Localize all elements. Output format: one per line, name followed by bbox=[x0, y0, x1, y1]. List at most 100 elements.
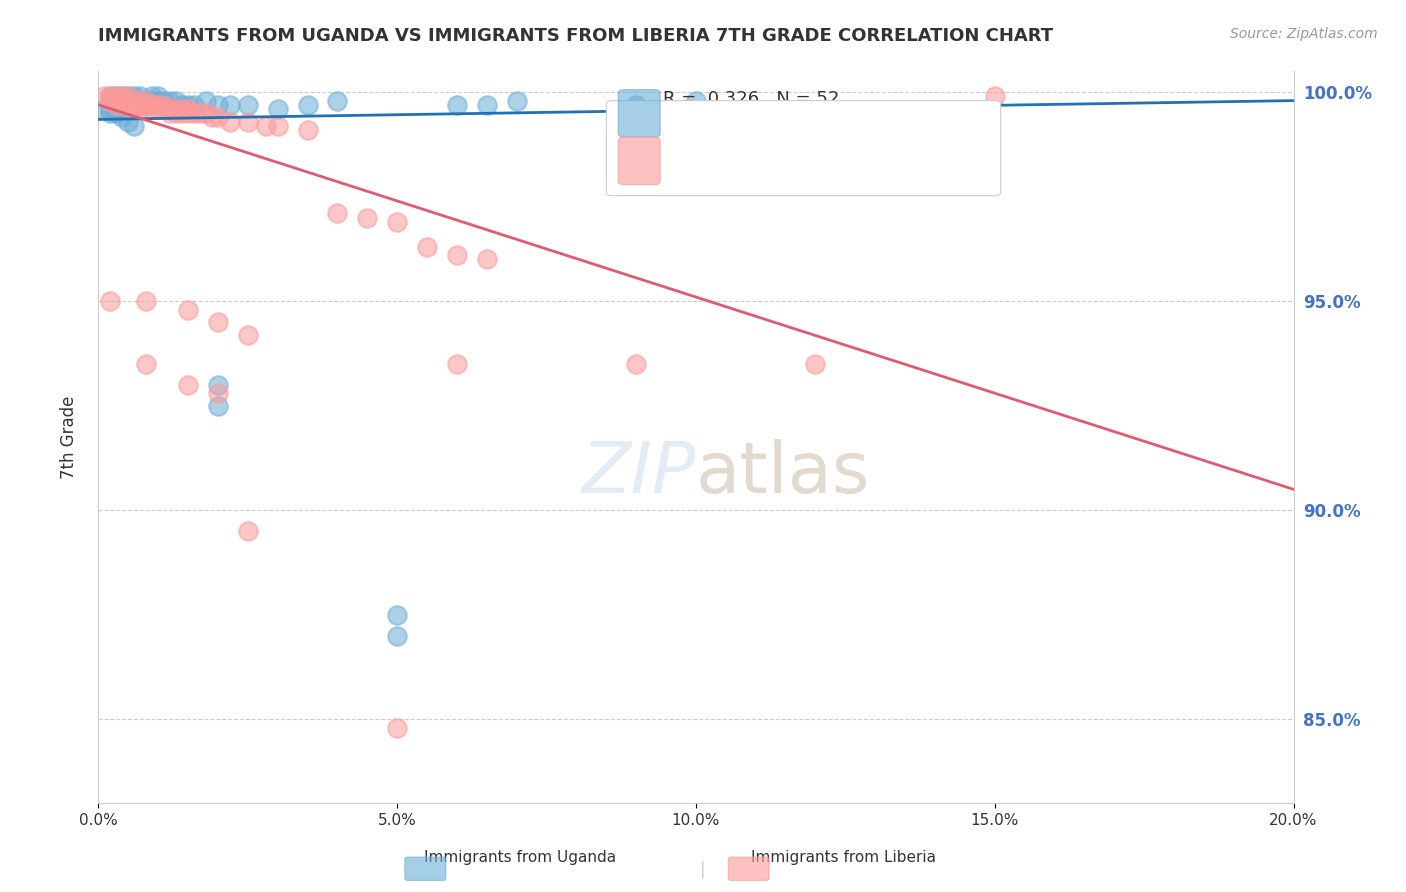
Point bbox=[111, 89, 134, 103]
Point bbox=[446, 97, 468, 112]
Point bbox=[124, 119, 146, 133]
Point bbox=[506, 94, 529, 108]
Point bbox=[100, 106, 122, 120]
Text: Source: ZipAtlas.com: Source: ZipAtlas.com bbox=[1230, 27, 1378, 41]
Point bbox=[385, 607, 409, 622]
Point bbox=[804, 357, 827, 371]
Point bbox=[135, 357, 157, 371]
Point bbox=[117, 94, 139, 108]
Point bbox=[177, 102, 200, 116]
Y-axis label: 7th Grade: 7th Grade bbox=[59, 395, 77, 479]
Point bbox=[117, 114, 139, 128]
Point bbox=[100, 294, 122, 309]
Point bbox=[111, 111, 134, 125]
Point bbox=[129, 102, 152, 116]
Point bbox=[159, 94, 181, 108]
Point bbox=[100, 102, 122, 116]
Point bbox=[129, 94, 152, 108]
Point bbox=[207, 377, 229, 392]
Point bbox=[100, 89, 122, 103]
Point bbox=[105, 97, 128, 112]
Point bbox=[117, 89, 139, 103]
Point bbox=[297, 123, 319, 137]
Point bbox=[105, 94, 128, 108]
Point bbox=[326, 206, 349, 220]
Point bbox=[177, 97, 200, 112]
Point bbox=[416, 240, 439, 254]
Point bbox=[626, 97, 648, 112]
Point bbox=[129, 89, 152, 103]
Point bbox=[172, 106, 194, 120]
Text: Immigrants from Liberia: Immigrants from Liberia bbox=[751, 850, 936, 865]
Point bbox=[111, 94, 134, 108]
Point bbox=[385, 215, 409, 229]
Point bbox=[105, 89, 128, 103]
Point bbox=[124, 97, 146, 112]
Point bbox=[195, 94, 218, 108]
Point bbox=[201, 111, 224, 125]
Point bbox=[100, 89, 122, 103]
Point bbox=[207, 386, 229, 401]
Point bbox=[105, 106, 128, 120]
Point bbox=[446, 248, 468, 262]
Point bbox=[207, 111, 229, 125]
Point bbox=[117, 94, 139, 108]
Point bbox=[148, 97, 170, 112]
Point bbox=[148, 89, 170, 103]
Point bbox=[165, 94, 187, 108]
Point bbox=[236, 327, 259, 342]
Point bbox=[148, 102, 170, 116]
Point bbox=[385, 721, 409, 735]
Point bbox=[124, 97, 146, 112]
Point bbox=[685, 94, 707, 108]
Text: IMMIGRANTS FROM UGANDA VS IMMIGRANTS FROM LIBERIA 7TH GRADE CORRELATION CHART: IMMIGRANTS FROM UGANDA VS IMMIGRANTS FRO… bbox=[98, 27, 1053, 45]
Point bbox=[153, 97, 176, 112]
Point bbox=[165, 106, 187, 120]
Point bbox=[195, 106, 218, 120]
Point bbox=[135, 97, 157, 112]
Point bbox=[219, 114, 242, 128]
Point bbox=[254, 119, 277, 133]
Point bbox=[135, 94, 157, 108]
Point bbox=[475, 252, 498, 267]
Point bbox=[984, 89, 1007, 103]
Point bbox=[129, 97, 152, 112]
Point bbox=[141, 97, 163, 112]
Point bbox=[105, 89, 128, 103]
Point bbox=[135, 294, 157, 309]
Point bbox=[219, 97, 242, 112]
Point bbox=[172, 102, 194, 116]
Text: |: | bbox=[700, 861, 706, 879]
Point bbox=[165, 102, 187, 116]
Point bbox=[159, 106, 181, 120]
FancyBboxPatch shape bbox=[619, 90, 661, 137]
Point bbox=[626, 357, 648, 371]
Text: R =  0.326   N = 52: R = 0.326 N = 52 bbox=[662, 90, 839, 108]
Point bbox=[177, 377, 200, 392]
Point bbox=[141, 94, 163, 108]
Point bbox=[385, 629, 409, 643]
Point bbox=[111, 94, 134, 108]
FancyBboxPatch shape bbox=[619, 137, 661, 185]
Point bbox=[117, 97, 139, 112]
Point bbox=[183, 97, 205, 112]
Text: atlas: atlas bbox=[696, 439, 870, 508]
Point bbox=[183, 106, 205, 120]
Point bbox=[267, 119, 290, 133]
Text: Immigrants from Uganda: Immigrants from Uganda bbox=[425, 850, 616, 865]
Point bbox=[177, 302, 200, 317]
Point bbox=[117, 97, 139, 112]
Point bbox=[153, 94, 176, 108]
Point bbox=[172, 97, 194, 112]
Point bbox=[207, 97, 229, 112]
Point bbox=[446, 357, 468, 371]
Point bbox=[93, 89, 115, 103]
Point bbox=[117, 89, 139, 103]
Point bbox=[129, 97, 152, 112]
Point bbox=[124, 102, 146, 116]
Text: ZIP: ZIP bbox=[582, 439, 696, 508]
Point bbox=[153, 97, 176, 112]
Point bbox=[141, 102, 163, 116]
Point bbox=[236, 524, 259, 538]
Point bbox=[177, 106, 200, 120]
